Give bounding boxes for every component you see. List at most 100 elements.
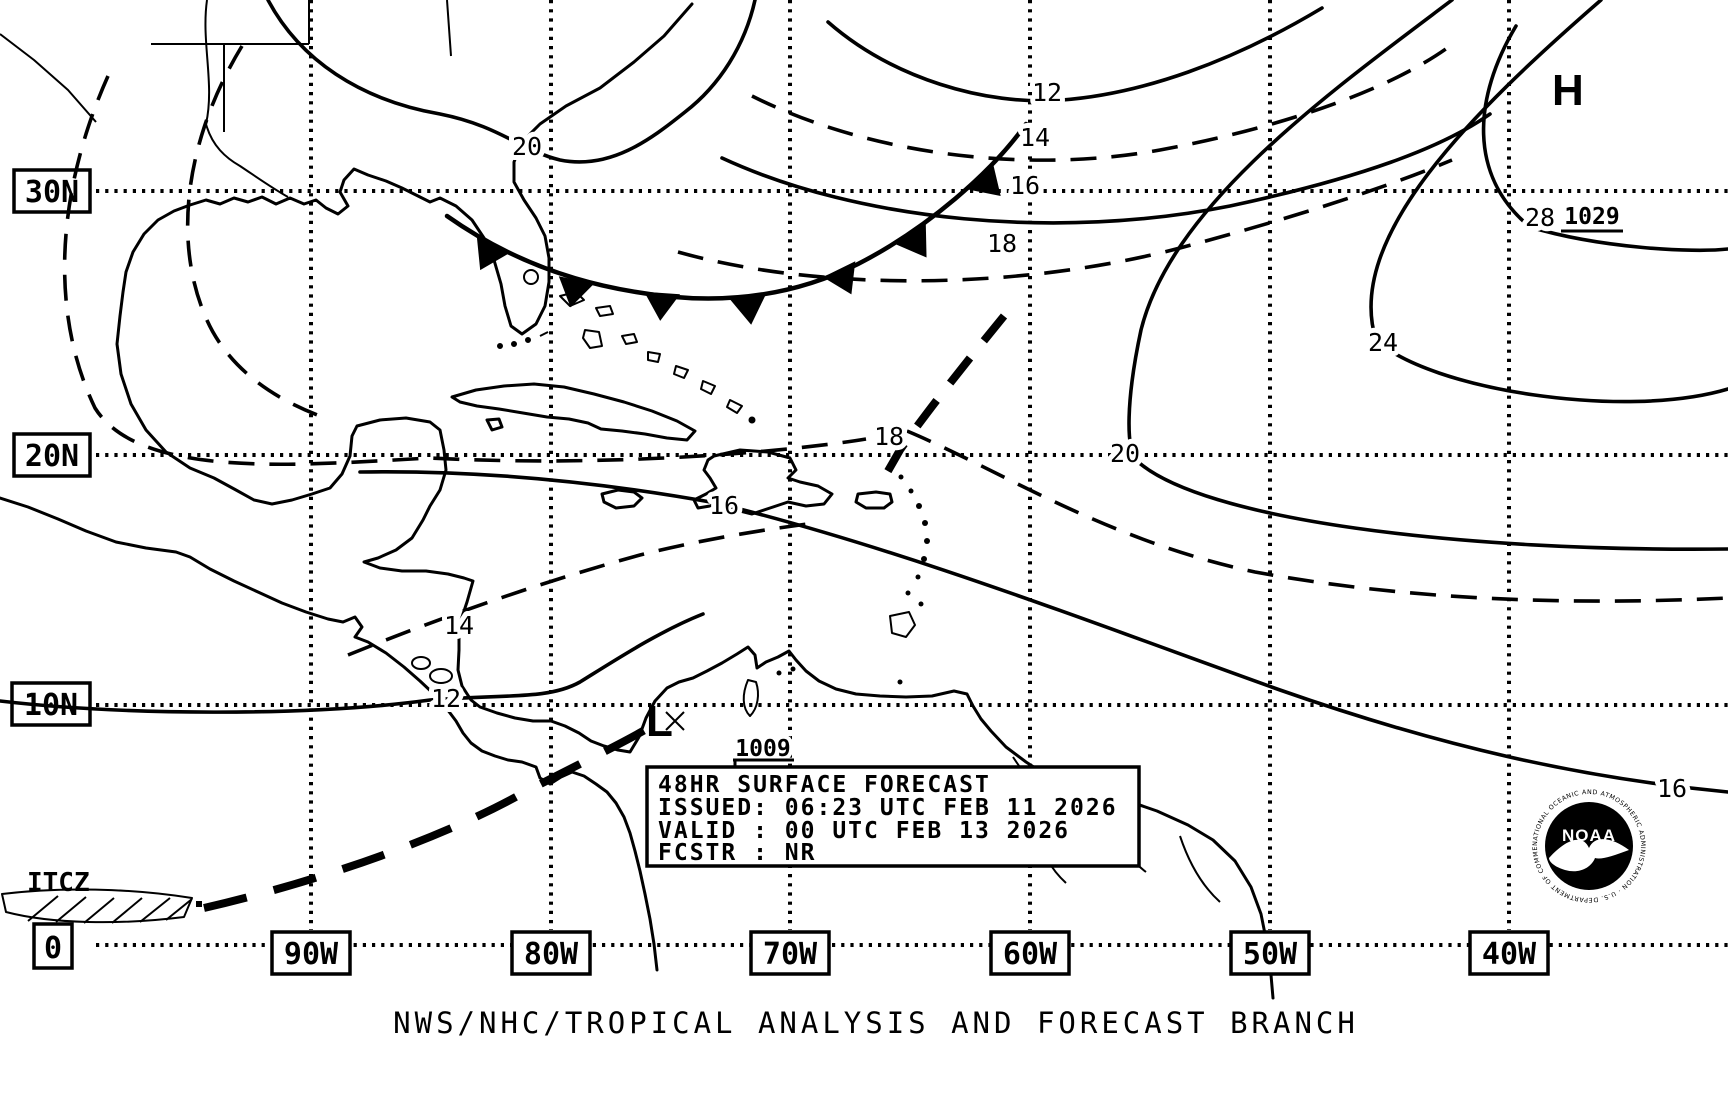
isobar-28 <box>1481 24 1728 253</box>
info-line-title: 48HR SURFACE FORECAST <box>658 772 991 798</box>
isobar-20-gulf <box>266 0 757 164</box>
label-box <box>1468 930 1550 976</box>
lake-okeechobee <box>523 269 539 285</box>
low-pressure-center: L 1009 <box>646 697 796 773</box>
high-pressure-center: H 1029 <box>1552 66 1624 234</box>
cold-front-pip <box>558 276 595 308</box>
itcz-end-dot <box>196 901 202 907</box>
lake-maracaibo <box>742 679 759 717</box>
island <box>621 333 638 345</box>
label-box <box>32 922 74 970</box>
isobar-16-north <box>720 112 1492 225</box>
pacific-coast <box>0 496 659 972</box>
island <box>905 590 911 596</box>
river <box>1179 835 1221 903</box>
us-gulf-atlantic-coast <box>115 2 1275 1000</box>
lat-label-10n: 10N <box>10 681 92 727</box>
isobars <box>0 0 1728 794</box>
info-box-frame <box>645 765 1141 868</box>
itcz-band-outline <box>1 888 193 924</box>
cold-front-pip <box>968 163 1001 197</box>
noaa-wordmark: NOAA <box>1562 826 1616 845</box>
island <box>525 337 531 343</box>
island <box>898 474 904 480</box>
cold-front-pip <box>729 294 766 325</box>
isobar-label: 20 <box>512 132 542 161</box>
island <box>916 503 922 509</box>
island <box>915 574 921 580</box>
bahamas-islands <box>497 291 756 424</box>
island <box>790 666 796 672</box>
label-box <box>10 681 92 727</box>
isobar-14-north <box>751 44 1452 162</box>
cold-front-pip <box>644 291 681 321</box>
itcz-feature: ITCZ <box>1 868 202 924</box>
isobar-dashed-gulf <box>185 45 321 418</box>
isobar-label: 18 <box>987 229 1017 258</box>
isobar-label: 28 <box>1525 203 1555 232</box>
isobar-label: 16 <box>1657 774 1687 803</box>
label-box <box>510 930 592 976</box>
latitude-labels: 30N 20N 10N 0 <box>10 168 92 970</box>
isobar-12-north <box>826 6 1324 103</box>
isobar-label: 18 <box>874 422 904 451</box>
trough-southwest-caribbean <box>203 723 653 912</box>
lon-label-text: 50W <box>1243 937 1298 972</box>
lon-label-text: 70W <box>763 937 818 972</box>
island <box>595 305 614 317</box>
low-symbol: L <box>646 697 673 746</box>
info-line-issued: ISSUED: 06:23 UTC FEB 11 2026 <box>658 795 1118 821</box>
lon-label-80w: 80W <box>510 930 592 976</box>
lake-managua <box>411 656 431 670</box>
jamaica <box>600 488 644 510</box>
island <box>539 331 549 337</box>
island <box>647 351 661 363</box>
island <box>921 556 927 562</box>
cuba <box>450 382 697 442</box>
noaa-bird-icon <box>1549 839 1629 872</box>
island <box>924 538 930 544</box>
island <box>700 380 716 395</box>
cold-front-line <box>444 121 1029 301</box>
label-box <box>989 930 1071 976</box>
isobar-18-east <box>906 429 1728 603</box>
isobar-label: 12 <box>431 684 461 713</box>
island <box>922 520 928 526</box>
isobar-label: 14 <box>1020 123 1050 152</box>
cold-front-pip <box>822 261 856 295</box>
cold-front-pip <box>476 237 509 271</box>
isobar-16-caribbean <box>358 469 1728 794</box>
isobar-24 <box>1369 0 1728 404</box>
state-border-lines <box>0 0 452 132</box>
lesser-antilles <box>776 474 930 685</box>
isobar-18-north <box>677 158 1453 283</box>
isobar-label: 16 <box>1010 171 1040 200</box>
longitude-labels: 90W 80W 70W 60W 50W 40W <box>270 930 1550 976</box>
political-borders <box>0 0 452 198</box>
island <box>726 399 743 414</box>
cold-front-pip <box>895 224 927 258</box>
label-box <box>12 168 92 214</box>
island <box>673 365 689 379</box>
isobar-18-west <box>62 75 867 467</box>
lon-label-40w: 40W <box>1468 930 1550 976</box>
isla-juventud <box>485 417 504 432</box>
lon-label-text: 60W <box>1003 937 1058 972</box>
lat-label-text: 0 <box>44 931 62 966</box>
trough-axes <box>203 313 1008 912</box>
island <box>748 416 756 424</box>
high-value: 1029 <box>1564 204 1619 230</box>
lon-label-text: 40W <box>1482 937 1537 972</box>
label-box <box>12 432 92 478</box>
island <box>582 329 603 349</box>
island <box>908 488 914 494</box>
itcz-hatching <box>27 895 193 924</box>
lon-label-70w: 70W <box>749 930 831 976</box>
cold-front <box>444 121 1029 325</box>
label-box <box>749 930 831 976</box>
forecast-info-box: 48HR SURFACE FORECAST ISSUED: 06:23 UTC … <box>645 765 1141 868</box>
island <box>776 670 782 676</box>
lat-label-text: 20N <box>25 439 79 474</box>
